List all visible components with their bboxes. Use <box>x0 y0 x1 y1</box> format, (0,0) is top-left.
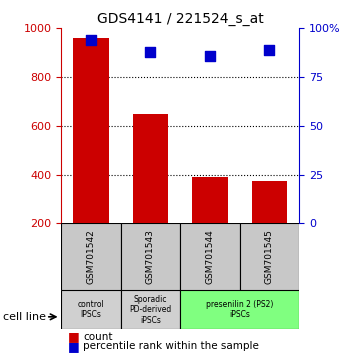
Point <box>267 47 272 53</box>
Bar <box>252 181 287 223</box>
FancyBboxPatch shape <box>180 223 240 290</box>
Text: GSM701544: GSM701544 <box>205 229 215 284</box>
FancyBboxPatch shape <box>121 290 180 329</box>
Text: GSM701543: GSM701543 <box>146 229 155 284</box>
Text: count: count <box>83 332 113 342</box>
Text: ■: ■ <box>68 331 80 343</box>
Title: GDS4141 / 221524_s_at: GDS4141 / 221524_s_at <box>97 12 264 26</box>
Bar <box>73 38 109 223</box>
Bar <box>133 114 168 223</box>
FancyBboxPatch shape <box>61 290 121 329</box>
Bar <box>192 177 228 223</box>
FancyBboxPatch shape <box>180 290 299 329</box>
Text: Sporadic
PD-derived
iPSCs: Sporadic PD-derived iPSCs <box>129 295 172 325</box>
Text: GSM701542: GSM701542 <box>86 229 96 284</box>
FancyBboxPatch shape <box>240 223 299 290</box>
FancyBboxPatch shape <box>121 223 180 290</box>
Text: percentile rank within the sample: percentile rank within the sample <box>83 341 259 351</box>
Text: cell line: cell line <box>3 312 46 322</box>
Text: control
IPSCs: control IPSCs <box>78 300 104 319</box>
Text: ■: ■ <box>68 340 80 353</box>
Text: GSM701545: GSM701545 <box>265 229 274 284</box>
Point <box>88 37 94 43</box>
Point <box>148 49 153 55</box>
Point <box>207 53 213 58</box>
Text: presenilin 2 (PS2)
iPSCs: presenilin 2 (PS2) iPSCs <box>206 300 273 319</box>
FancyBboxPatch shape <box>61 223 121 290</box>
